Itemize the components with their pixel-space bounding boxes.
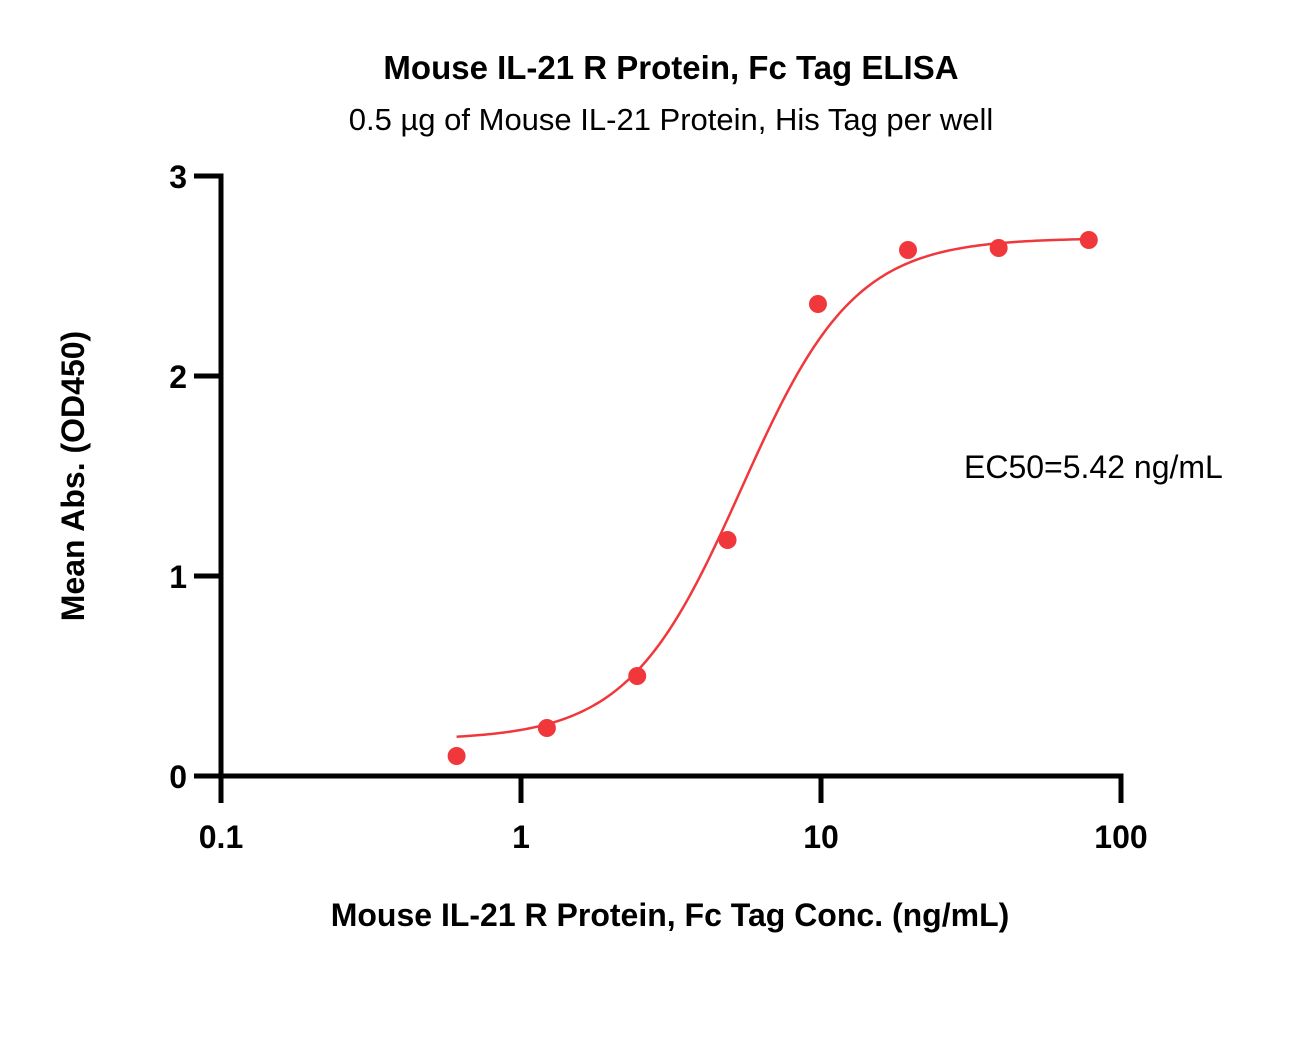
data-point — [447, 747, 466, 765]
y-tick-label: 0 — [169, 759, 187, 795]
x-tick-label: 1 — [512, 819, 530, 855]
fit-curve — [456, 237, 1089, 738]
x-tick-label: 0.1 — [199, 819, 243, 855]
chart-title: Mouse IL-21 R Protein, Fc Tag ELISA — [383, 49, 958, 86]
x-tick-label: 10 — [803, 819, 839, 855]
x-axis-label: Mouse IL-21 R Protein, Fc Tag Conc. (ng/… — [331, 897, 1010, 933]
data-point — [537, 719, 556, 737]
data-point — [628, 667, 647, 685]
y-axis-label: Mean Abs. (OD450) — [55, 331, 91, 621]
chart-subtitle: 0.5 µg of Mouse IL-21 Protein, His Tag p… — [349, 102, 994, 137]
y-tick-label: 2 — [169, 359, 187, 395]
data-point — [1079, 231, 1098, 249]
data-point — [718, 531, 737, 549]
y-tick-label: 3 — [169, 159, 187, 195]
data-point — [899, 241, 918, 259]
data-point — [808, 295, 827, 313]
y-tick-label: 1 — [169, 559, 187, 595]
x-tick-label: 100 — [1094, 819, 1147, 855]
data-point — [989, 239, 1008, 257]
ec50-annotation: EC50=5.42 ng/mL — [964, 449, 1223, 485]
